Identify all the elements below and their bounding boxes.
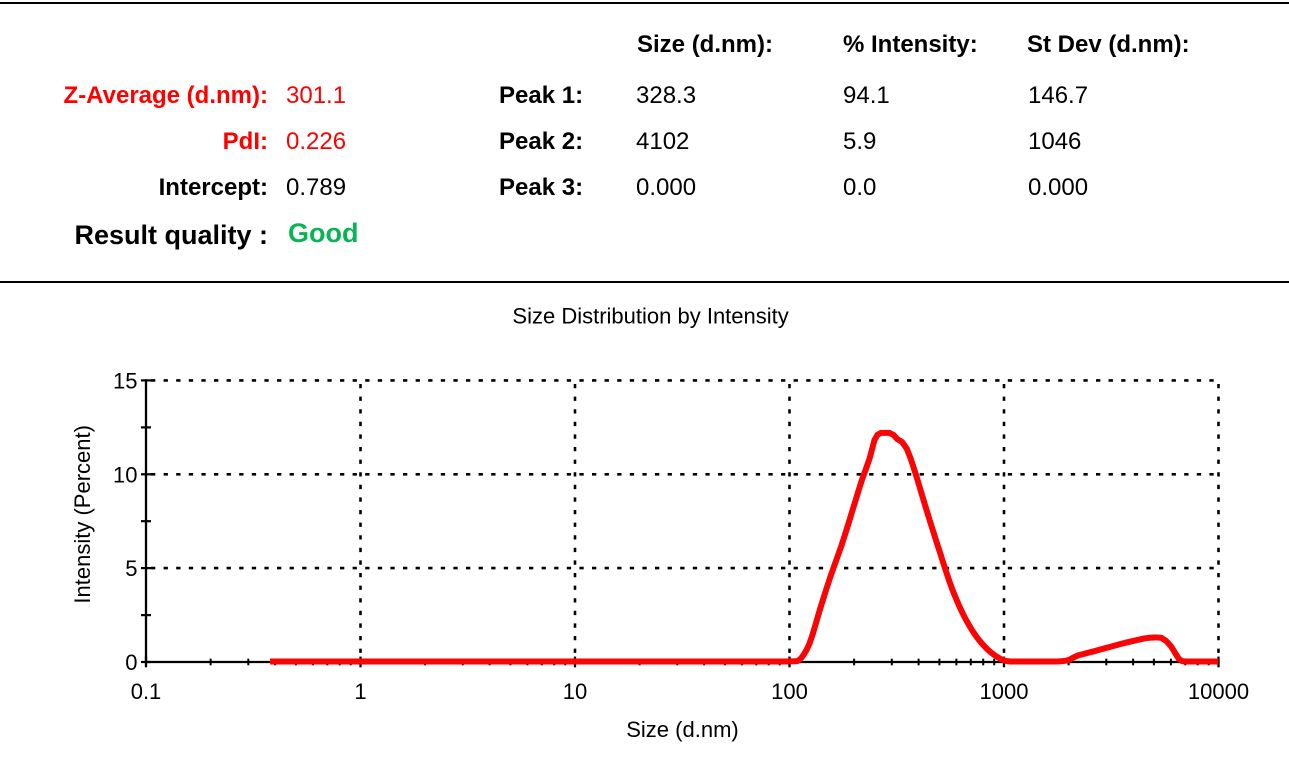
svg-text:Size Distribution by Intensity: Size Distribution by Intensity [512, 303, 788, 328]
svg-text:10: 10 [113, 462, 137, 487]
svg-text:10: 10 [563, 679, 587, 704]
svg-text:0: 0 [125, 650, 137, 675]
svg-text:1: 1 [354, 679, 366, 704]
svg-text:1000: 1000 [980, 679, 1029, 704]
svg-text:15: 15 [113, 368, 137, 393]
svg-text:0.1: 0.1 [131, 679, 162, 704]
svg-text:5: 5 [125, 556, 137, 581]
svg-text:100: 100 [771, 679, 808, 704]
svg-text:10000: 10000 [1188, 679, 1249, 704]
svg-text:Size (d.nm): Size (d.nm) [626, 717, 738, 742]
svg-text:Intensity (Percent): Intensity (Percent) [70, 425, 95, 604]
